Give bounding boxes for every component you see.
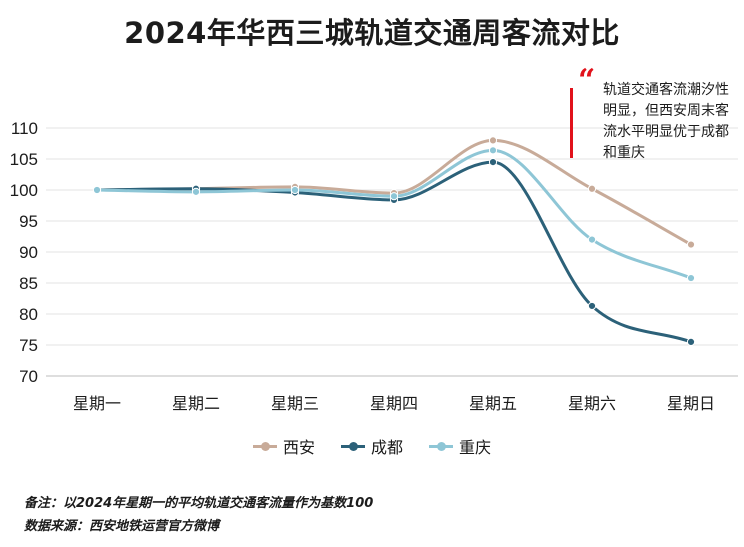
legend-label-chengdu: 成都 (370, 438, 403, 457)
y-tick-label: 100 (10, 181, 38, 200)
x-tick-label: 星期三 (271, 394, 319, 413)
legend-swatch-chongqing (429, 439, 453, 453)
data-point-chengdu (587, 301, 597, 311)
series-line-chongqing (95, 148, 693, 280)
data-point-chongqing (488, 146, 498, 155)
legend-item-chengdu: 成都 (340, 434, 403, 458)
chart-legend: 西安 成都 重庆 (0, 434, 744, 458)
callout-accent-bar (570, 88, 573, 158)
y-tick-label: 80 (19, 305, 38, 324)
y-tick-label: 105 (10, 150, 38, 169)
x-tick-label: 星期二 (172, 394, 220, 413)
y-tick-label: 70 (19, 367, 38, 386)
legend-swatch-xian (252, 439, 277, 453)
legend-swatch-chengdu (340, 439, 365, 453)
legend-label-chongqing: 重庆 (459, 438, 492, 457)
x-tick-label: 星期日 (667, 394, 715, 413)
data-point-chongqing (587, 235, 597, 244)
data-point-chongqing (191, 187, 201, 196)
data-point-xian (686, 240, 696, 249)
data-point-xian (488, 136, 498, 145)
footnote-baseline: 备注：以2024年星期一的平均轨道交通客流量作为基数100 (24, 496, 374, 511)
x-tick-label: 星期五 (469, 394, 517, 413)
data-point-chongqing (92, 185, 102, 195)
footnote-source: 数据来源：西安地铁运营官方微博 (24, 519, 220, 534)
chart-annotation: 轨道交通客流潮汐性明显，但西安周末客流水平明显优于成都和重庆 (603, 82, 729, 161)
y-tick-label: 90 (19, 243, 38, 262)
chart-title: 2024年华西三城轨道交通周客流对比 (124, 16, 620, 50)
y-tick-label: 110 (11, 119, 38, 138)
data-point-chengdu (488, 158, 498, 167)
data-point-chongqing (290, 185, 300, 195)
y-tick-label: 95 (19, 212, 38, 231)
data-point-chengdu (686, 337, 696, 346)
legend-label-xian: 西安 (282, 438, 315, 457)
quote-mark-icon: “ (578, 63, 596, 98)
x-tick-label: 星期六 (568, 394, 616, 413)
legend-item-chongqing: 重庆 (429, 434, 491, 458)
x-tick-label: 星期四 (370, 394, 418, 413)
data-point-chongqing (686, 273, 696, 283)
data-point-xian (587, 184, 597, 193)
y-tick-label: 75 (19, 336, 38, 355)
y-tick-label: 85 (19, 274, 38, 293)
data-point-chongqing (389, 192, 399, 201)
x-tick-label: 星期一 (73, 394, 121, 413)
legend-item-xian: 西安 (252, 434, 315, 458)
line-chart: 110 105 100 95 90 85 80 75 70 星期一 星期二 星期三 星期四 星期五 星期六 星… (10, 119, 738, 413)
